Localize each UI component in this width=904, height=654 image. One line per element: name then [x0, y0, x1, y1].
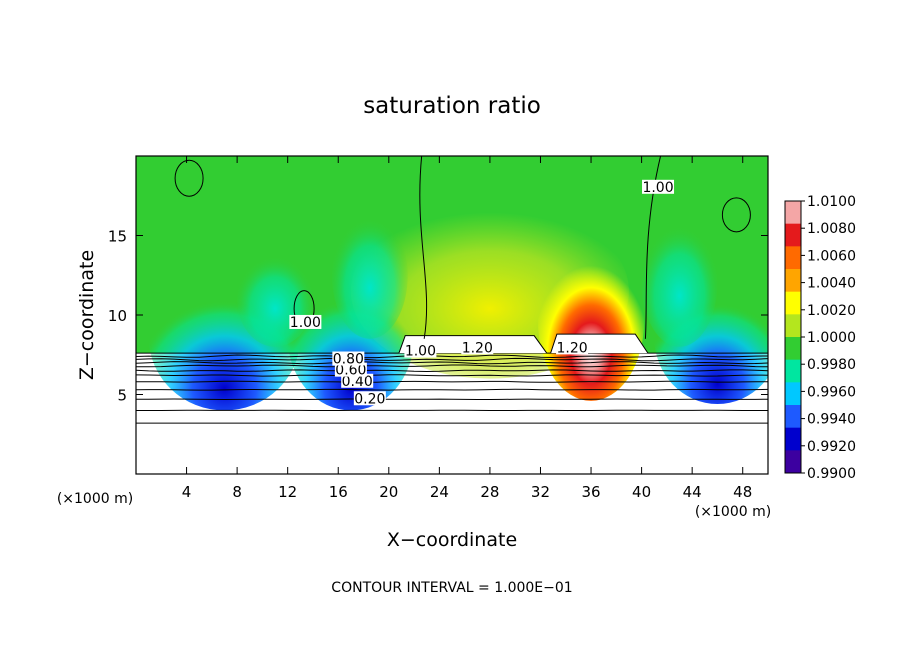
x-tick-label: 16 — [329, 483, 348, 501]
colorbar-label: 0.9980 — [807, 357, 856, 373]
contour-label-bg-5 — [461, 340, 494, 355]
contour-label-bg-6 — [556, 340, 589, 355]
x-unit-right: (×1000 m) — [695, 504, 771, 520]
contour-label-bg-1 — [341, 373, 374, 388]
colorbar-swatch — [785, 269, 801, 293]
x-tick-label: 20 — [379, 483, 398, 501]
x-tick-label: 8 — [232, 483, 242, 501]
colorbar-swatch — [785, 223, 801, 247]
colorbar-swatch — [785, 201, 801, 225]
x-unit-left: (×1000 m) — [57, 491, 133, 507]
y-axis-label: Z−coordinate — [76, 250, 98, 380]
contour-label: 0.20 — [354, 391, 385, 407]
contour-label: 0.40 — [342, 374, 373, 390]
x-tick-label: 32 — [531, 483, 550, 501]
contour-label: 1.00 — [405, 344, 436, 360]
contour-island-left — [174, 159, 204, 197]
x-tick-label: 48 — [733, 483, 752, 501]
colorbar-swatch — [785, 314, 801, 338]
contour-label-bg-2 — [334, 362, 367, 377]
x-tick-label: 44 — [683, 483, 702, 501]
contour-label: 1.20 — [462, 340, 493, 356]
colorbar-swatch — [785, 337, 801, 361]
x-tick-label: 40 — [632, 483, 651, 501]
colorbar-swatch — [785, 382, 801, 406]
contour-label-bg-8 — [289, 314, 322, 329]
contour-line-2 — [136, 398, 768, 401]
colorbar-label: 0.9900 — [807, 466, 856, 482]
contour-line-8 — [136, 361, 768, 365]
field-blob-7 — [641, 219, 718, 347]
colorbar-label: 0.9960 — [807, 384, 856, 400]
x-tick-label: 24 — [430, 483, 449, 501]
colorbar-swatch — [785, 450, 801, 474]
x-tick-label: 36 — [581, 483, 600, 501]
colorbar-swatch — [785, 405, 801, 429]
chart-title: saturation ratio — [363, 93, 541, 119]
x-axis-label: X−coordinate — [387, 529, 517, 551]
contour-label-bg-3 — [332, 351, 365, 366]
contour-label: 1.00 — [642, 180, 673, 196]
contour-label-bg-7 — [642, 179, 675, 194]
plot-area: 0.200.400.600.80 1.00 1.20 1.20 1.00 1.00 — [136, 156, 768, 474]
colorbar-label: 1.0040 — [807, 276, 856, 292]
colorbar-label: 1.0100 — [807, 194, 856, 210]
contour-line-4 — [136, 380, 768, 383]
contour-label-bg-4 — [404, 343, 437, 358]
x-tick-label: 12 — [278, 483, 297, 501]
colorbar-label: 1.0060 — [807, 248, 856, 264]
x-tick-label: 28 — [480, 483, 499, 501]
colorbar-label: 1.0000 — [807, 330, 856, 346]
x-tick-label: 4 — [182, 483, 192, 501]
colorbar-label: 1.0020 — [807, 303, 856, 319]
colorbar-label: 1.0080 — [807, 221, 856, 237]
contour-line-3 — [136, 388, 768, 391]
field-blob-6 — [237, 251, 313, 347]
contour-label: 1.20 — [556, 340, 587, 356]
colorbar-label: 0.9940 — [807, 412, 856, 428]
colorbar: 1.0100 1.0080 1.0060 1.0040 1.0020 1.0000 0.99… — [784, 194, 856, 482]
contour-label: 0.60 — [335, 363, 366, 379]
contour-interval-note: CONTOUR INTERVAL = 1.000E−01 — [331, 580, 572, 596]
contour-line-10 — [136, 354, 768, 359]
field-blob-5 — [331, 211, 408, 339]
y-tick-label: 15 — [108, 228, 127, 246]
contour-line-9 — [136, 357, 768, 362]
y-tick-label: 5 — [117, 387, 127, 405]
contour-island-right — [721, 197, 751, 233]
y-tick-label: 10 — [108, 307, 127, 325]
contour-line-5 — [136, 374, 768, 377]
contour-upper-left — [419, 156, 428, 339]
colorbar-label: 0.9920 — [807, 439, 856, 455]
colorbar-swatch — [785, 291, 801, 315]
colorbar-swatch — [785, 427, 801, 451]
contour-label: 0.80 — [333, 352, 364, 368]
colorbar-swatch — [785, 246, 801, 270]
field-blob-1 — [537, 241, 645, 401]
contour-line-7 — [136, 364, 768, 368]
contour-label: 1.00 — [290, 315, 321, 331]
contour-line-6 — [136, 369, 768, 373]
contour-label-bg-0 — [353, 391, 386, 406]
colorbar-swatch — [785, 359, 801, 383]
